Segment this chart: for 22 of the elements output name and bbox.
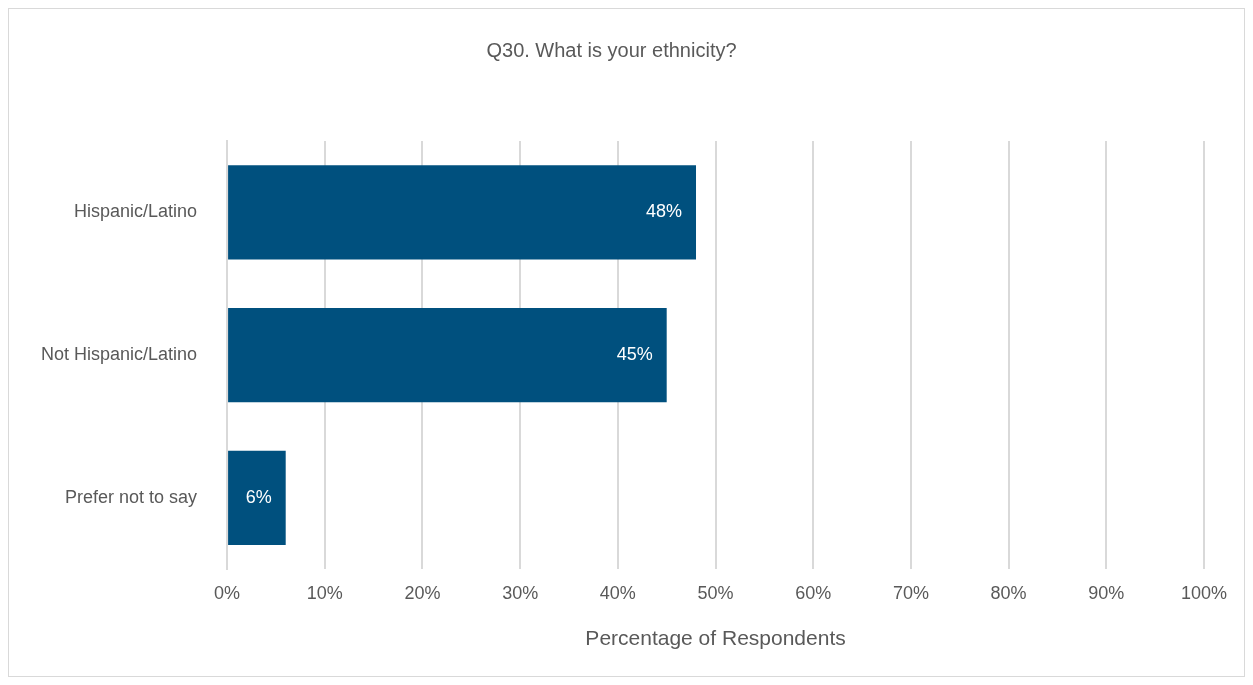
x-tick-label: 80% [990, 582, 1027, 603]
x-tick-label: 70% [892, 582, 929, 603]
x-tick-label: 0% [214, 582, 241, 603]
y-tick-label: Hispanic/Latino [74, 201, 198, 222]
x-tick-label: 100% [1180, 582, 1228, 603]
x-tick-label: 10% [306, 582, 343, 603]
x-tick-label: 40% [599, 582, 636, 603]
data-label: 6% [245, 486, 272, 507]
x-tick-label: 30% [502, 582, 539, 603]
data-label: 45% [616, 344, 653, 365]
bar [228, 165, 696, 260]
x-axis-title: Percentage of Respondents [585, 626, 846, 650]
x-tick-label: 60% [795, 582, 832, 603]
y-tick-label: Prefer not to say [65, 486, 198, 507]
x-tick-label: 50% [697, 582, 734, 603]
data-label: 48% [645, 201, 682, 222]
bar [228, 308, 667, 403]
x-tick-label: 20% [404, 582, 441, 603]
y-tick-label: Not Hispanic/Latino [40, 344, 198, 365]
chart-title: Q30. What is your ethnicity? [486, 38, 737, 61]
bar [228, 450, 286, 545]
x-tick-label: 90% [1088, 582, 1125, 603]
